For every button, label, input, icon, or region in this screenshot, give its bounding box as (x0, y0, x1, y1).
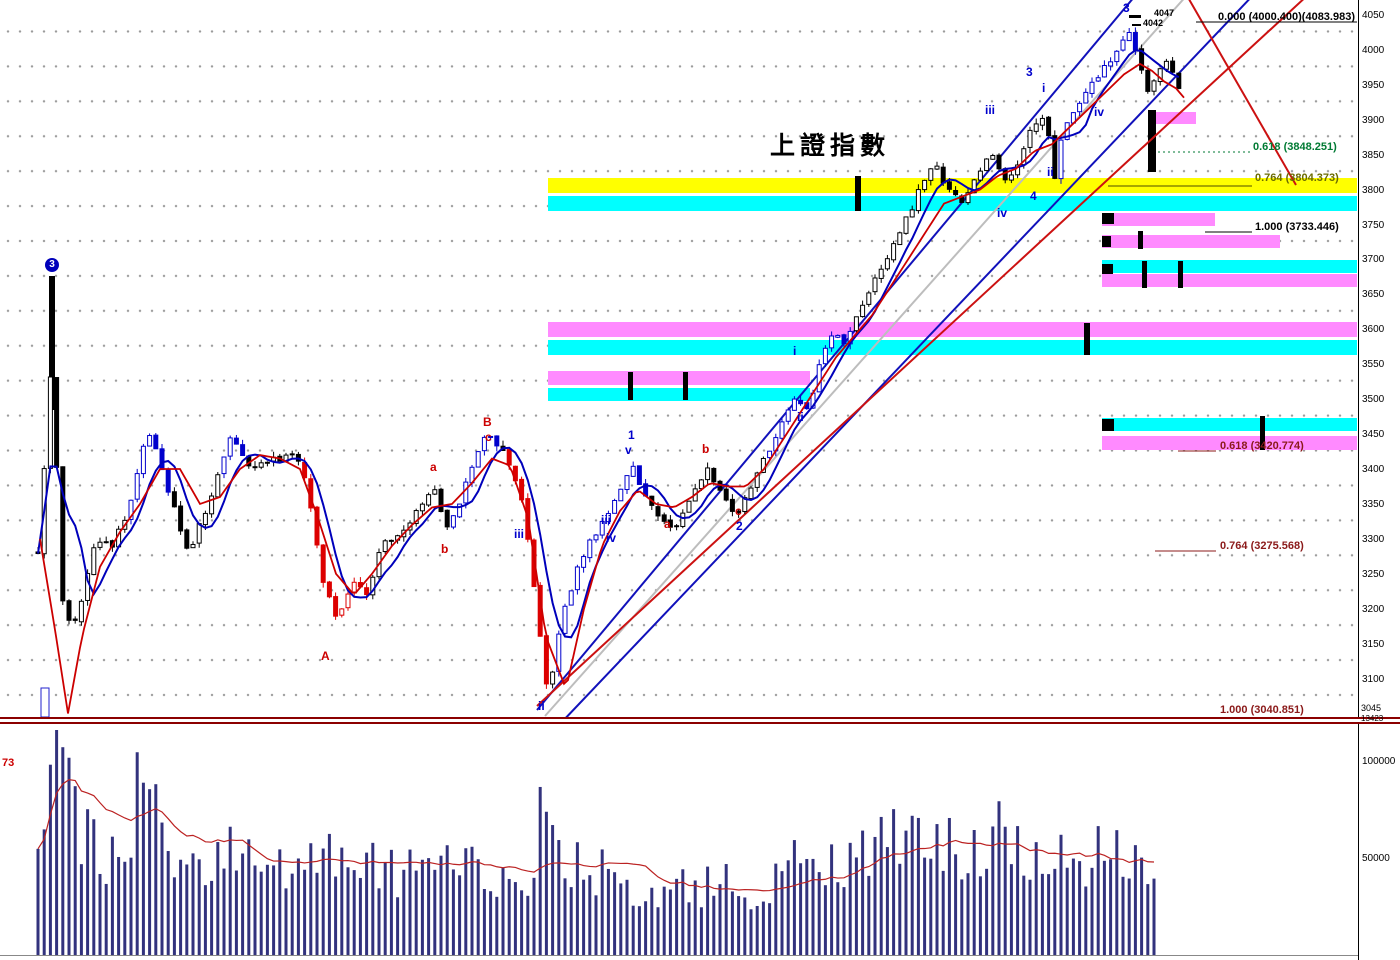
volume-tick-label: 50000 (1362, 853, 1390, 864)
price-tick-label: 3600 (1362, 324, 1385, 336)
price-tick-label: 4050 (1362, 10, 1385, 21)
price-tick-label: 3450 (1362, 429, 1385, 441)
price-tick-label: 3250 (1362, 568, 1385, 580)
wave-label: b (702, 442, 710, 456)
price-tick-label: 3850 (1362, 149, 1385, 161)
volume-indicator-value: 73 (2, 757, 15, 769)
price-tick-label: 3100 (1362, 673, 1385, 685)
candlestick-series (35, 27, 1182, 689)
last-price-label: 3045 (1361, 703, 1382, 713)
chart-title: 上證指數 (770, 133, 891, 160)
wave-label: ii (538, 699, 545, 713)
price-tick-label: 3300 (1362, 533, 1385, 545)
wave-label: A (321, 649, 330, 663)
wave-label: ii (797, 410, 804, 424)
wave-label: 3 (1123, 1, 1130, 15)
fib-level-label: 1.000 (3040.851) (1220, 704, 1304, 716)
wave-label: c (485, 430, 492, 444)
price-chart-canvas[interactable] (0, 0, 1358, 725)
wave-label: 4 (1030, 189, 1037, 203)
fib-level-label: 1.000 (3733.446) (1255, 221, 1339, 233)
wave-label: iii (601, 513, 612, 527)
price-tick-label: 3350 (1362, 498, 1385, 510)
trendline[interactable] (536, 0, 1140, 711)
wave-label: B (483, 415, 492, 429)
wave-label: iii (514, 527, 525, 541)
price-pane[interactable]: 上證指數 0.000 (4000.400)(4083.983) 0.618 (38… (0, 0, 1358, 725)
price-annotation: 4042 (1143, 18, 1164, 28)
volume-pane[interactable]: 73 (0, 724, 1358, 960)
corner-value-label: 13423 (1361, 714, 1384, 723)
fib-level-label: 0.618 (3420.774) (1220, 440, 1304, 452)
price-tick-label: 3150 (1362, 638, 1385, 650)
fib-level-label: 0.618 (3848.251) (1253, 141, 1337, 153)
volume-chart-canvas[interactable] (0, 724, 1358, 960)
wave-label: b (441, 542, 449, 556)
volume-tick-label: 100000 (1362, 756, 1396, 767)
price-axis-strip: 4050 4000 3950 3900 3850 3800 3750 3700 3650 3600… (1358, 0, 1400, 960)
trendline[interactable] (1186, 0, 1297, 186)
wave-label: c (735, 504, 742, 518)
price-tick-label: 3900 (1362, 114, 1385, 126)
wave-label: i (1042, 81, 1046, 95)
volume-bars (36, 730, 1156, 955)
trendline[interactable] (536, 0, 1322, 707)
price-tick-label: 3800 (1362, 184, 1385, 196)
price-tick-label: 3950 (1362, 79, 1385, 91)
price-tick-label: 3650 (1362, 289, 1385, 301)
price-markers (40, 15, 1265, 718)
wave-label: iv (1094, 105, 1105, 119)
wave-label: a (430, 460, 437, 474)
price-tick-label: 3500 (1362, 394, 1385, 406)
pane-separator[interactable] (0, 717, 1400, 724)
wave-label: 3 (1026, 65, 1033, 79)
ma-line-blue (37, 49, 1180, 639)
wave-label: i (793, 344, 797, 358)
circled-wave-label: 3 (45, 258, 59, 272)
price-tick-label: 3550 (1362, 359, 1385, 371)
wave-label: ii (1047, 165, 1054, 179)
price-tick-label: 3400 (1362, 464, 1385, 476)
wave-label: 1 (628, 428, 635, 442)
volume-ma-line (37, 778, 1155, 892)
price-annotation: 4047 (1154, 8, 1175, 18)
trendline[interactable] (559, 0, 1258, 725)
price-tick-label: 3700 (1362, 254, 1385, 266)
fib-level-label: 0.000 (4000.400)(4083.983) (1218, 11, 1355, 23)
trendline[interactable] (544, 0, 1188, 717)
highlight-bands (548, 112, 1357, 450)
fib-level-label: 0.764 (3804.373) (1255, 172, 1339, 184)
fib-level-label: 0.764 (3275.568) (1220, 540, 1304, 552)
wave-label: iv (997, 206, 1008, 220)
ma-line-red (39, 62, 1185, 714)
wave-label: a (664, 517, 671, 531)
price-tick-label: 4000 (1362, 44, 1385, 56)
wave-label: iii (985, 103, 996, 117)
wave-label: iv (606, 531, 617, 545)
price-tick-label: 3750 (1362, 219, 1385, 231)
wave-label: 2 (736, 519, 743, 533)
wave-label: v (625, 443, 632, 457)
price-tick-label: 3200 (1362, 603, 1385, 615)
